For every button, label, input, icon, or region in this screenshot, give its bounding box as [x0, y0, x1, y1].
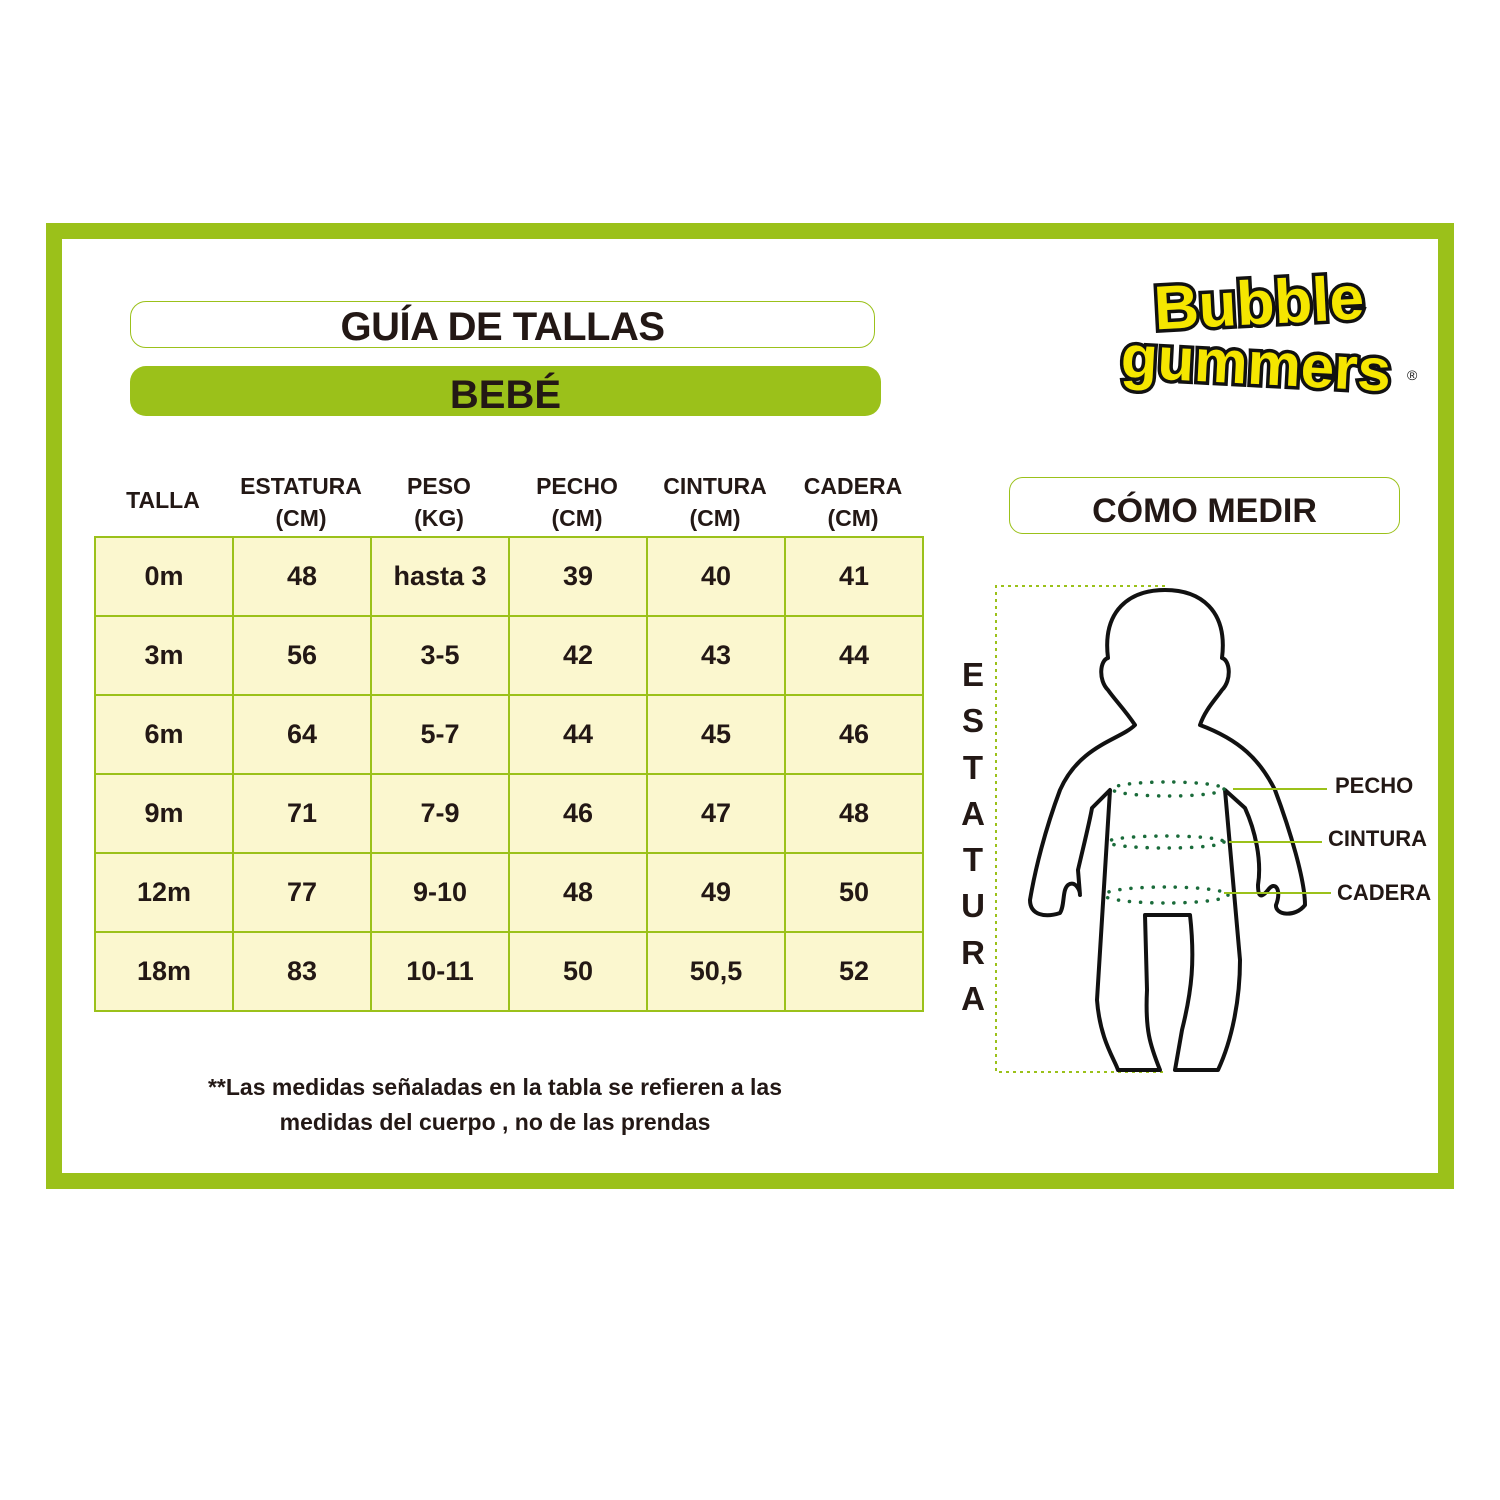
column-header-text: CADERA: [803, 473, 903, 499]
baby-outline-icon: [1028, 588, 1307, 1072]
table-cell: 9-10: [370, 852, 510, 933]
footnote-line1: **Las medidas señaladas en la tabla se r…: [207, 1074, 783, 1100]
table-cell: 18m: [94, 931, 234, 1012]
table-row: 9m 71 7-9 46 47 48: [94, 773, 924, 854]
table-cell: 52: [784, 931, 924, 1012]
table-cell: 43: [646, 615, 786, 696]
column-header: PECHO (CM): [508, 470, 646, 534]
column-header-text: (CM): [689, 505, 741, 531]
brand-logo: Bubble gummers ®: [1116, 262, 1418, 408]
column-header-text: PESO: [407, 473, 471, 499]
height-bracket: [995, 585, 1165, 1073]
waist-label: CINTURA: [1328, 826, 1427, 851]
column-header: PESO (KG): [370, 470, 508, 534]
column-header-text: PECHO: [536, 473, 618, 499]
table-cell: 5-7: [370, 694, 510, 775]
table-cell: 77: [232, 852, 372, 933]
table-cell: 47: [646, 773, 786, 854]
column-header-text: TALLA: [126, 487, 200, 513]
logo-line2: gummers: [1119, 323, 1392, 404]
table-cell: 12m: [94, 852, 234, 933]
table-cell: 9m: [94, 773, 234, 854]
table-cell: hasta 3: [370, 536, 510, 617]
hip-line: [1102, 885, 1230, 905]
table-cell: 0m: [94, 536, 234, 617]
table-row: 18m 83 10-11 50 50,5 52: [94, 931, 924, 1012]
table-cell: 44: [508, 694, 648, 775]
table-cell: 48: [232, 536, 372, 617]
table-cell: 56: [232, 615, 372, 696]
how-to-measure-title: CÓMO MEDIR: [1009, 477, 1400, 534]
table-cell: 48: [508, 852, 648, 933]
size-table: 0m 48 hasta 3 39 40 41 3m 56 3-5 42 43 44 6m 64 5-7 44 4…: [94, 536, 924, 1012]
table-cell: 41: [784, 536, 924, 617]
table-cell: 40: [646, 536, 786, 617]
table-cell: 50: [508, 931, 648, 1012]
column-header-text: (CM): [551, 505, 603, 531]
table-cell: 3m: [94, 615, 234, 696]
chest-line: [1110, 780, 1226, 798]
table-row: 3m 56 3-5 42 43 44: [94, 615, 924, 696]
table-cell: 10-11: [370, 931, 510, 1012]
table-cell: 50: [784, 852, 924, 933]
page-subtitle: BEBÉ: [130, 366, 881, 417]
table-cell: 71: [232, 773, 372, 854]
table-cell: 46: [784, 694, 924, 775]
column-header-text: (CM): [275, 505, 327, 531]
logo-line1: Bubble: [1152, 264, 1365, 344]
column-header-text: ESTATURA: [240, 473, 362, 499]
table-cell: 42: [508, 615, 648, 696]
column-header: ESTATURA (CM): [232, 470, 370, 534]
table-row: 12m 77 9-10 48 49 50: [94, 852, 924, 933]
page-title: GUÍA DE TALLAS: [130, 301, 875, 349]
column-header-text: (CM): [827, 505, 879, 531]
table-cell: 64: [232, 694, 372, 775]
footnote: **Las medidas señaladas en la tabla se r…: [130, 1070, 860, 1140]
column-header-text: (KG): [414, 505, 464, 531]
table-cell: 83: [232, 931, 372, 1012]
table-cell: 50,5: [646, 931, 786, 1012]
waist-line: [1106, 834, 1226, 850]
table-cell: 48: [784, 773, 924, 854]
column-header: TALLA: [94, 484, 232, 516]
table-cell: 49: [646, 852, 786, 933]
footnote-line2: medidas del cuerpo , no de las prendas: [279, 1109, 711, 1135]
table-row: 0m 48 hasta 3 39 40 41: [94, 536, 924, 617]
chest-label: PECHO: [1335, 773, 1414, 798]
column-header: CADERA (CM): [784, 470, 922, 534]
table-row: 6m 64 5-7 44 45 46: [94, 694, 924, 775]
table-cell: 46: [508, 773, 648, 854]
column-header-text: CINTURA: [663, 473, 767, 499]
table-cell: 39: [508, 536, 648, 617]
table-cell: 6m: [94, 694, 234, 775]
column-header: CINTURA (CM): [646, 470, 784, 534]
registered-mark: ®: [1407, 367, 1418, 383]
table-cell: 7-9: [370, 773, 510, 854]
hip-label: CADERA: [1337, 880, 1432, 905]
table-cell: 45: [646, 694, 786, 775]
table-cell: 44: [784, 615, 924, 696]
table-cell: 3-5: [370, 615, 510, 696]
